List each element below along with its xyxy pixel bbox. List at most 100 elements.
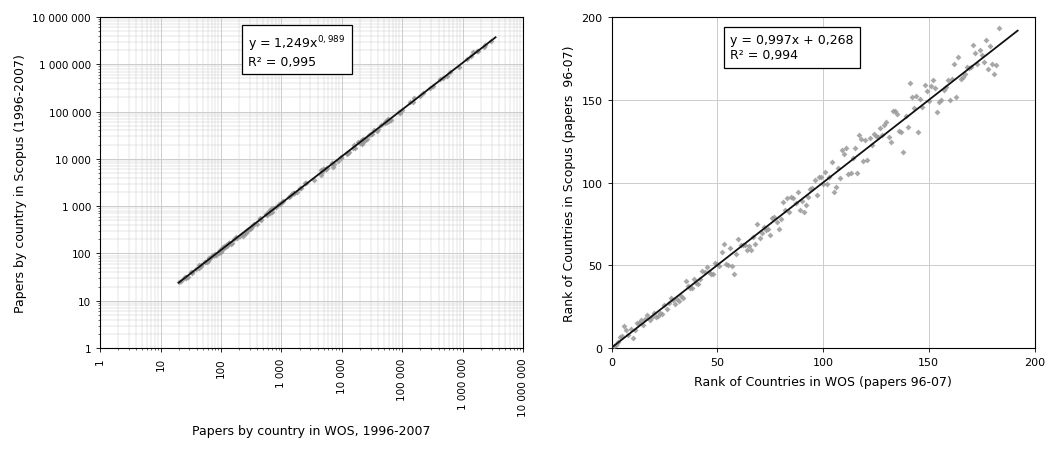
Point: [373, 122, 390, 129]
Point: [658, 305, 675, 313]
Point: [297, 179, 313, 187]
Point: [891, 129, 908, 136]
Point: [956, 72, 973, 79]
Point: [855, 158, 872, 165]
Point: [200, 255, 217, 262]
Point: [326, 161, 343, 169]
Point: [925, 77, 941, 84]
Point: [232, 233, 249, 240]
Y-axis label: Rank of Countries in Scopus (papers  96-07): Rank of Countries in Scopus (papers 96-0…: [562, 45, 576, 321]
Point: [316, 166, 333, 173]
Point: [264, 209, 281, 216]
Point: [393, 107, 410, 114]
Point: [292, 185, 309, 193]
Point: [778, 195, 795, 202]
Point: [271, 202, 288, 209]
Point: [662, 295, 679, 302]
Point: [808, 192, 825, 199]
Point: [859, 157, 876, 165]
Point: [378, 120, 395, 127]
Point: [201, 254, 218, 262]
Point: [401, 99, 418, 106]
Point: [880, 134, 897, 142]
Point: [197, 259, 214, 266]
Point: [639, 312, 656, 319]
Point: [744, 234, 761, 241]
Point: [713, 249, 730, 256]
Point: [613, 333, 630, 340]
Point: [893, 129, 910, 136]
Point: [208, 251, 225, 258]
Point: [764, 215, 780, 222]
Point: [622, 326, 639, 333]
Point: [852, 136, 869, 143]
Point: [442, 69, 459, 77]
Point: [857, 137, 874, 144]
Point: [354, 140, 371, 147]
Point: [263, 206, 280, 213]
Point: [876, 122, 893, 129]
Point: [740, 243, 757, 250]
Point: [780, 209, 797, 216]
Point: [675, 295, 692, 302]
Point: [605, 343, 622, 350]
Point: [315, 166, 331, 173]
Text: y = 0,997x + 0,268
R² = 0,994: y = 0,997x + 0,268 R² = 0,994: [730, 34, 854, 62]
Point: [243, 224, 259, 231]
Point: [170, 279, 187, 286]
Point: [234, 230, 251, 238]
Point: [271, 200, 288, 207]
Point: [285, 190, 302, 198]
Point: [941, 97, 958, 105]
Point: [261, 207, 277, 215]
Point: [286, 190, 303, 197]
Point: [698, 264, 715, 271]
Point: [679, 283, 696, 290]
Point: [251, 216, 268, 223]
Point: [897, 113, 914, 120]
Point: [797, 202, 814, 209]
Point: [617, 326, 634, 333]
Point: [406, 95, 423, 102]
Point: [377, 119, 394, 126]
Point: [742, 247, 759, 254]
Point: [243, 225, 259, 232]
Point: [914, 105, 931, 112]
Point: [935, 87, 952, 95]
Y-axis label: Papers by country in Scopus (1996-2007): Papers by country in Scopus (1996-2007): [14, 54, 26, 312]
Point: [609, 339, 626, 346]
Point: [475, 45, 492, 52]
Point: [339, 151, 356, 158]
Point: [772, 216, 789, 223]
Point: [221, 240, 238, 247]
Point: [702, 271, 719, 278]
Point: [615, 323, 632, 330]
Point: [696, 269, 713, 276]
Point: [889, 111, 905, 119]
Point: [869, 134, 886, 141]
Point: [706, 260, 723, 267]
Point: [757, 227, 774, 234]
Point: [370, 126, 387, 133]
Point: [725, 271, 742, 278]
Point: [193, 262, 210, 269]
Point: [867, 133, 884, 141]
Point: [380, 118, 397, 125]
Point: [236, 229, 253, 236]
Point: [620, 332, 636, 339]
Point: [213, 249, 230, 256]
Point: [721, 244, 738, 252]
Point: [362, 131, 379, 138]
Point: [719, 262, 736, 269]
Point: [916, 82, 933, 89]
Point: [200, 254, 217, 262]
Point: [286, 190, 303, 197]
Point: [219, 242, 236, 249]
Point: [298, 180, 315, 187]
Point: [339, 150, 356, 157]
Point: [318, 166, 335, 173]
Point: [190, 262, 207, 269]
Point: [660, 300, 677, 307]
Point: [345, 145, 362, 152]
Point: [362, 131, 379, 138]
